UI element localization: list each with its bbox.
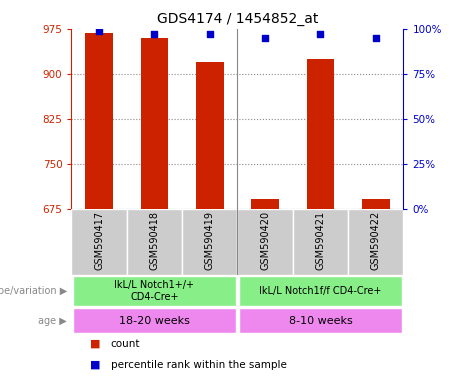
Bar xyxy=(196,62,224,209)
Text: IkL/L Notch1f/f CD4-Cre+: IkL/L Notch1f/f CD4-Cre+ xyxy=(259,286,382,296)
Text: GSM590419: GSM590419 xyxy=(205,211,215,270)
Point xyxy=(95,28,103,34)
Text: GSM590422: GSM590422 xyxy=(371,211,381,270)
Bar xyxy=(238,276,402,306)
Text: ■: ■ xyxy=(90,360,100,370)
Bar xyxy=(362,199,390,209)
Text: genotype/variation ▶: genotype/variation ▶ xyxy=(0,286,67,296)
Bar xyxy=(141,38,168,209)
Bar xyxy=(72,276,236,306)
Bar xyxy=(251,199,279,209)
Text: IkL/L Notch1+/+
CD4-Cre+: IkL/L Notch1+/+ CD4-Cre+ xyxy=(114,280,195,302)
Text: GSM590420: GSM590420 xyxy=(260,211,270,270)
Text: percentile rank within the sample: percentile rank within the sample xyxy=(111,360,287,370)
Point xyxy=(206,31,213,37)
Text: GSM590421: GSM590421 xyxy=(315,211,325,270)
Point xyxy=(151,31,158,37)
Text: GSM590417: GSM590417 xyxy=(94,211,104,270)
Bar xyxy=(237,209,293,275)
Text: count: count xyxy=(111,339,140,349)
Text: 18-20 weeks: 18-20 weeks xyxy=(119,316,190,326)
Bar xyxy=(182,209,237,275)
Point xyxy=(372,35,379,41)
Title: GDS4174 / 1454852_at: GDS4174 / 1454852_at xyxy=(157,12,318,26)
Bar xyxy=(127,209,182,275)
Bar xyxy=(72,308,236,333)
Bar xyxy=(307,59,334,209)
Text: GSM590418: GSM590418 xyxy=(149,211,160,270)
Text: ■: ■ xyxy=(90,339,100,349)
Point xyxy=(261,35,269,41)
Text: age ▶: age ▶ xyxy=(38,316,67,326)
Bar xyxy=(238,308,402,333)
Text: 8-10 weeks: 8-10 weeks xyxy=(289,316,352,326)
Bar xyxy=(293,209,348,275)
Point xyxy=(317,31,324,37)
Bar xyxy=(85,33,113,209)
Bar xyxy=(348,209,403,275)
Bar xyxy=(71,209,127,275)
